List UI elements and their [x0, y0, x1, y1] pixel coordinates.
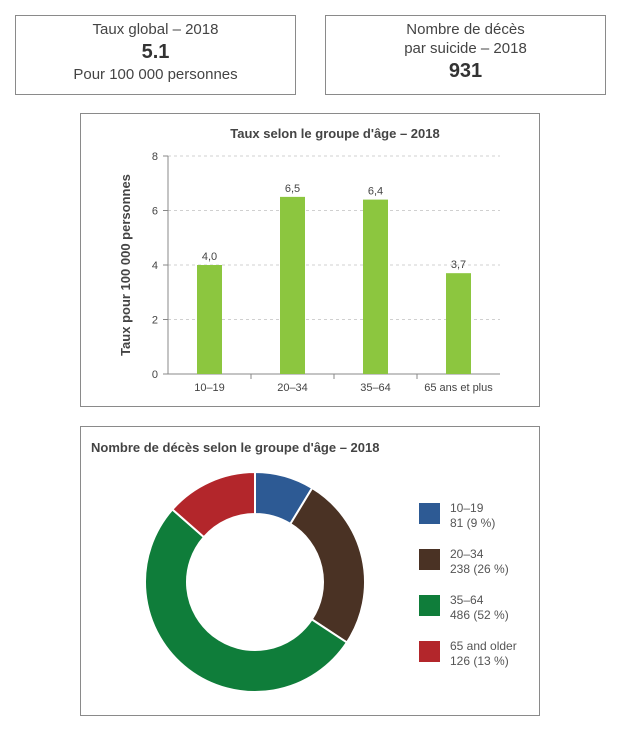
bar	[446, 273, 471, 374]
legend-label: 35–64	[450, 593, 484, 607]
legend-swatch	[419, 641, 440, 662]
legend-swatch	[419, 595, 440, 616]
legend-label: 10–19	[450, 501, 484, 515]
y-axis-label: Taux pour 100 000 personnes	[118, 174, 133, 356]
overall-rate-value: 5.1	[141, 41, 170, 63]
x-tick-label: 35–64	[360, 382, 391, 394]
y-tick-label: 8	[152, 151, 158, 163]
donut-slice	[144, 508, 349, 693]
legend-value: 486 (52 %)	[450, 608, 509, 622]
legend-label: 65 and older	[450, 639, 517, 653]
bar	[280, 196, 305, 374]
bar-value-label: 6,4	[368, 186, 383, 198]
overall-rate-card: Taux global – 2018 5.1 Pour 100 000 pers…	[15, 15, 296, 95]
x-tick-label: 20–34	[277, 382, 308, 394]
overall-rate-unit: Pour 100 000 personnes	[73, 66, 238, 83]
y-tick-label: 0	[152, 369, 158, 381]
bar-chart-title: Taux selon le groupe d'âge – 2018	[230, 126, 439, 141]
bar	[363, 199, 388, 374]
rate-by-age-chart-panel: Taux selon le groupe d'âge – 2018 Taux po…	[80, 113, 540, 407]
suicide-deaths-card: Nombre de décès par suicide – 2018 931	[325, 15, 606, 95]
donut-chart-title: Nombre de décès selon le groupe d'âge – …	[91, 440, 379, 455]
y-tick-label: 4	[152, 260, 158, 272]
bar-value-label: 3,7	[451, 259, 466, 271]
y-tick-label: 2	[152, 315, 158, 327]
suicide-deaths-value: 931	[448, 60, 483, 82]
donut-slice	[170, 470, 256, 539]
legend-value: 81 (9 %)	[450, 516, 495, 530]
overall-rate-label: Taux global – 2018	[92, 21, 219, 38]
suicide-deaths-label-line1: Nombre de décès	[406, 21, 525, 38]
x-tick-label: 10–19	[194, 382, 225, 394]
x-tick-label: 65 ans et plus	[424, 382, 493, 394]
deaths-by-age-chart-panel: Nombre de décès selon le groupe d'âge – …	[80, 426, 540, 716]
rate-by-age-chart: Taux selon le groupe d'âge – 2018 Taux po…	[118, 126, 500, 394]
bar-value-label: 6,5	[285, 183, 300, 195]
bar-value-label: 4,0	[202, 251, 217, 263]
legend-value: 238 (26 %)	[450, 562, 509, 576]
legend-swatch	[419, 549, 440, 570]
legend-value: 126 (13 %)	[450, 654, 509, 668]
suicide-deaths-label-line2: par suicide – 2018	[404, 40, 527, 57]
deaths-by-age-chart: Nombre de décès selon le groupe d'âge – …	[91, 440, 517, 693]
legend-swatch	[419, 503, 440, 524]
y-tick-label: 6	[152, 206, 158, 218]
legend-label: 20–34	[450, 547, 484, 561]
donut-slice	[288, 486, 366, 644]
bar	[197, 265, 222, 374]
